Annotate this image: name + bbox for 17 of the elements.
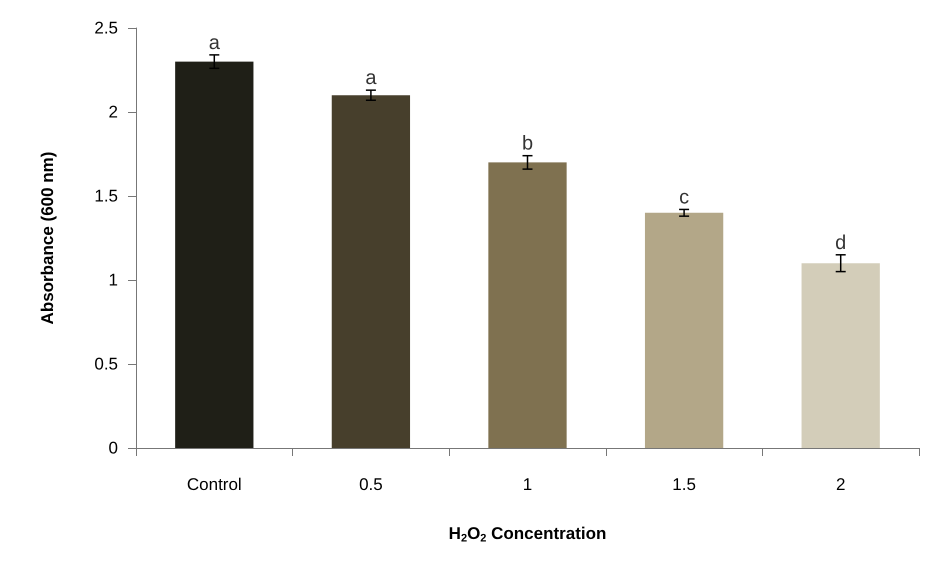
y-tick-label: 2.5 xyxy=(94,18,118,38)
y-tick-label: 0 xyxy=(108,438,118,458)
y-axis-title: Absorbance (600 nm) xyxy=(38,152,57,324)
x-tick-label: 2 xyxy=(836,475,846,494)
annotation: b xyxy=(522,132,534,155)
annotation: d xyxy=(835,232,846,254)
annotation: a xyxy=(208,32,221,54)
y-tick-label: 1.5 xyxy=(94,186,118,206)
y-tick-label: 1 xyxy=(108,270,118,290)
x-tick-label: Control xyxy=(186,475,242,494)
y-tick-label: 2 xyxy=(108,102,118,122)
annotation: a xyxy=(365,67,378,90)
x-tick-label: 0.5 xyxy=(359,475,383,494)
y-tick-label: 0.5 xyxy=(94,354,118,374)
x-tick-label: 1.5 xyxy=(672,475,696,494)
annotation: c xyxy=(679,186,690,208)
x-tick-label: 1 xyxy=(522,475,532,494)
